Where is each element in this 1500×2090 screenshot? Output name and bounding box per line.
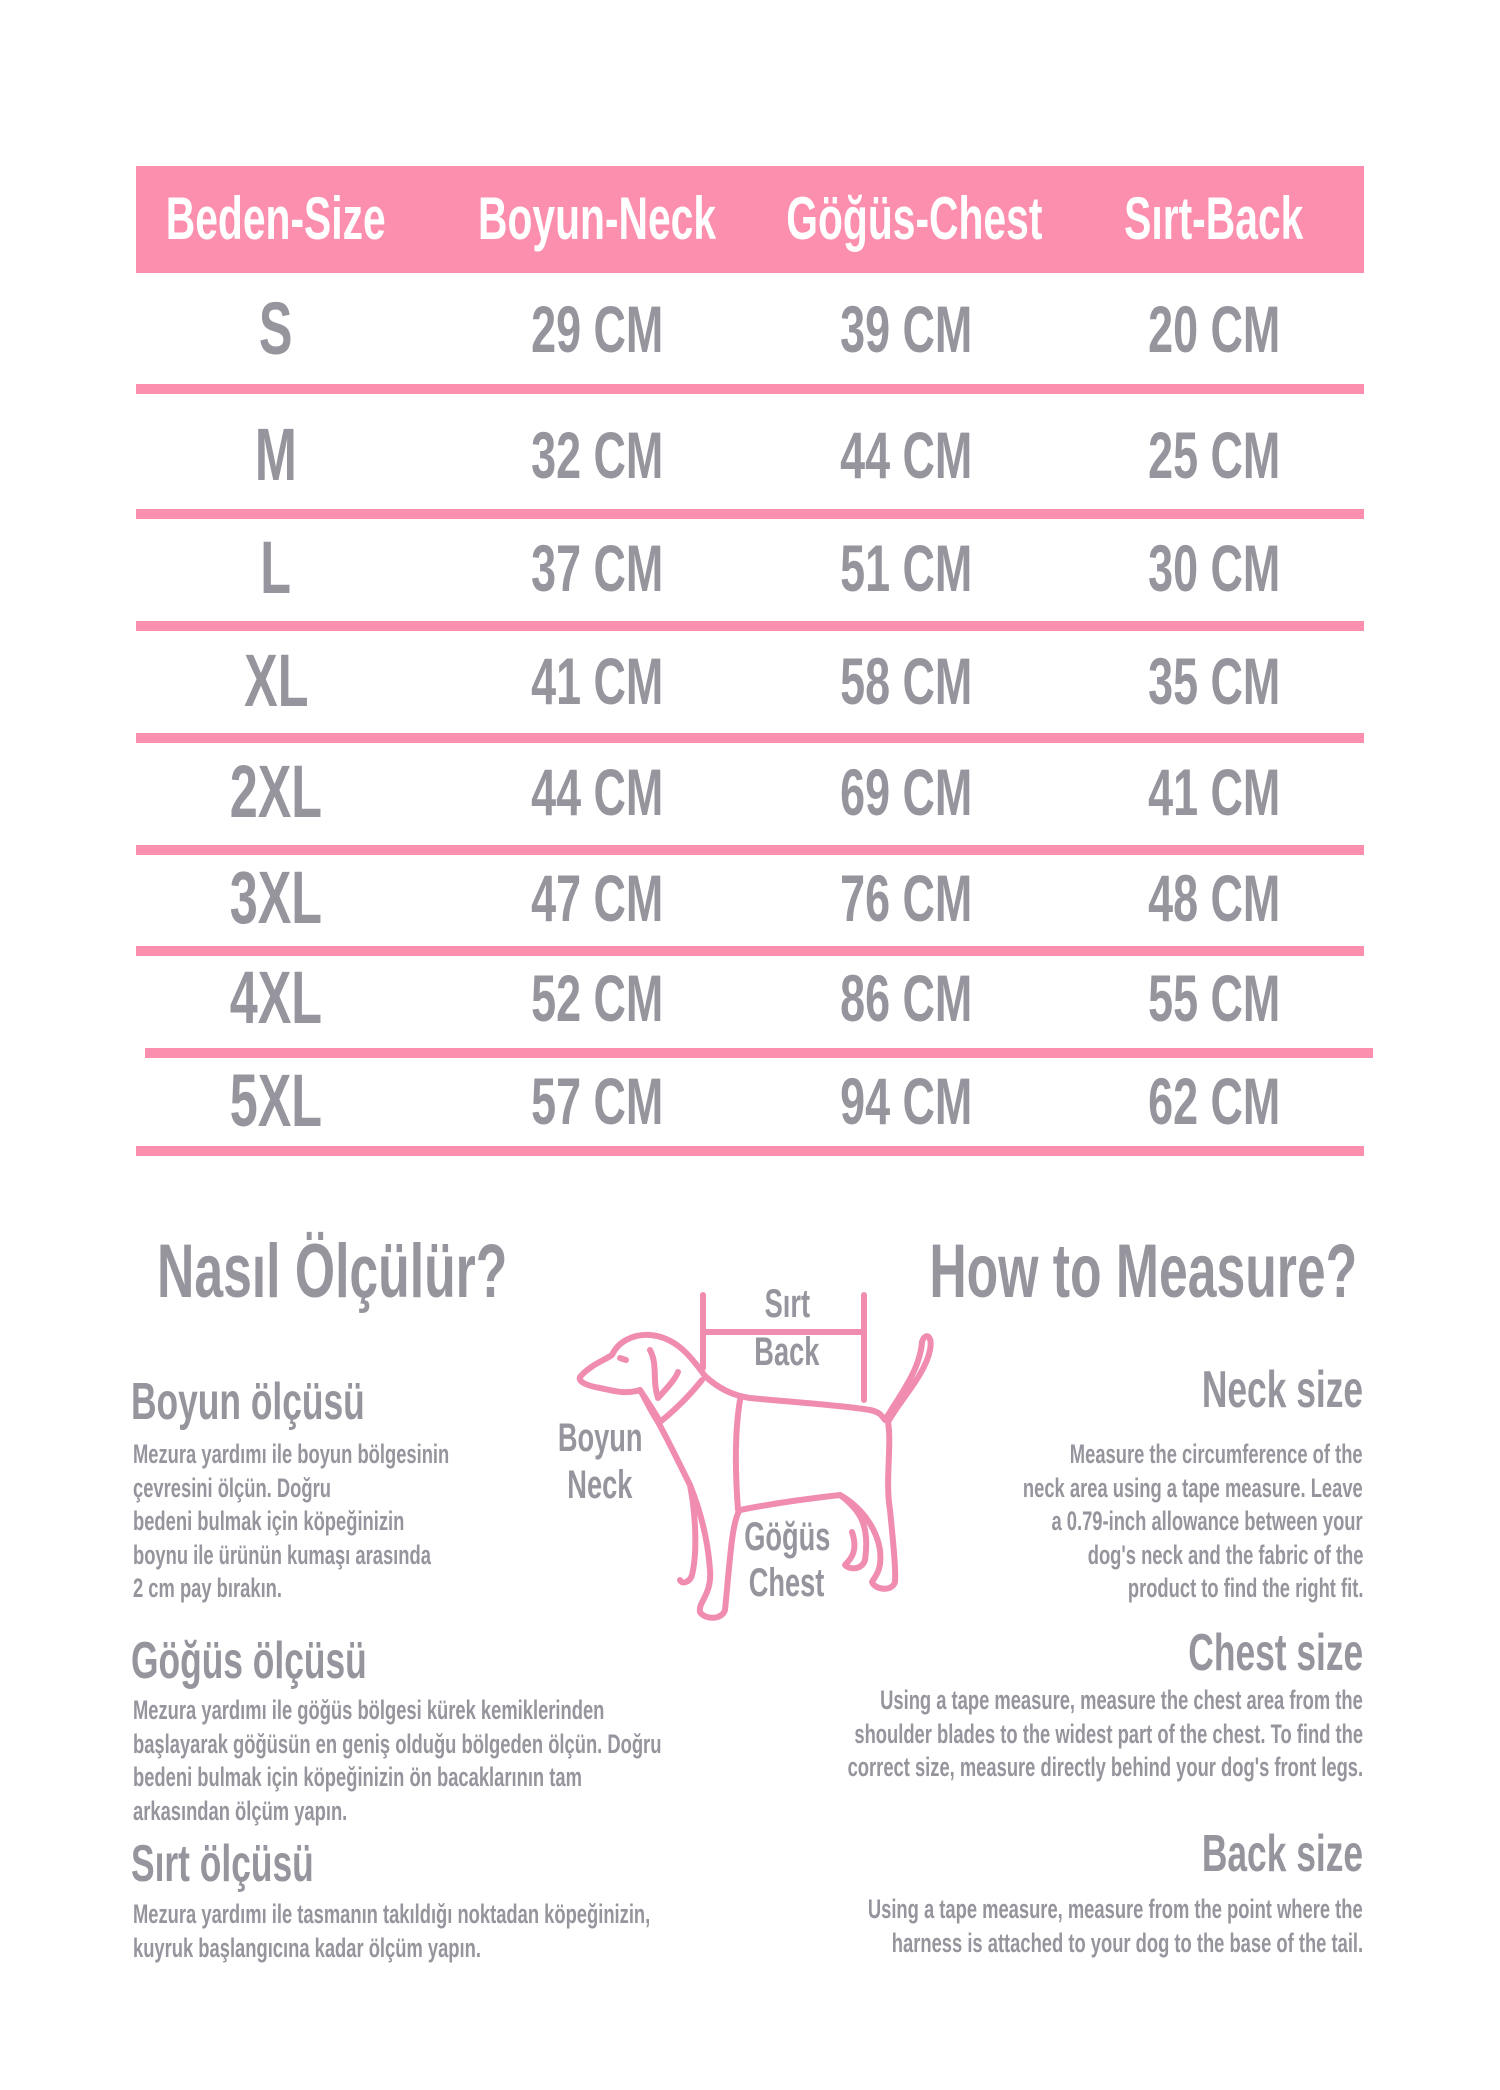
turkish-section-heading: Sırt ölçüsü: [131, 1835, 314, 1893]
cell-chest: 86 CM: [839, 961, 973, 1035]
cell-neck: 52 CM: [530, 961, 664, 1035]
dog-harness-strap: [732, 1397, 743, 1513]
row-divider: [145, 1048, 1373, 1058]
header-neck: Boyun-Neck: [477, 185, 717, 252]
cell-back: 41 CM: [1147, 755, 1281, 829]
diagram-chest-label-tr: Göğüs: [743, 1515, 831, 1559]
row-divider: [136, 621, 1364, 631]
turkish-section-text-line: bedeni bulmak için köpeğinizin: [133, 1506, 405, 1536]
english-section-text-line: harness is attached to your dog to the b…: [891, 1927, 1363, 1958]
cell-neck: 47 CM: [530, 861, 664, 935]
cell-chest: 39 CM: [839, 292, 973, 366]
cell-neck: 32 CM: [530, 418, 664, 492]
cell-back: 25 CM: [1147, 418, 1281, 492]
turkish-section-text-line: arkasından ölçüm yapın.: [133, 1795, 348, 1826]
turkish-section-text-line: başlayarak göğüsün en geniş olduğu bölge…: [133, 1728, 662, 1759]
cell-size: 2XL: [229, 750, 323, 833]
cell-size: S: [259, 287, 293, 370]
turkish-section-text-line: bedeni bulmak için köpeğinizin ön bacakl…: [133, 1762, 582, 1792]
cell-chest: 51 CM: [839, 531, 973, 605]
cell-neck: 41 CM: [530, 644, 664, 718]
cell-neck: 57 CM: [530, 1064, 664, 1138]
row-divider: [136, 733, 1364, 743]
cell-chest: 58 CM: [839, 644, 973, 718]
row-divider: [136, 384, 1364, 394]
english-section-text-line: dog's neck and the fabric of the: [1087, 1539, 1363, 1570]
back-measure-bracket: [700, 1292, 867, 1403]
cell-size: XL: [243, 639, 309, 722]
english-section-text-line: Using a tape measure, measure from the p…: [868, 1894, 1363, 1924]
diagram-neck-label-en: Neck: [567, 1463, 633, 1507]
english-section-text-line: Measure the circumference of the: [1070, 1439, 1363, 1469]
turkish-section-text-line: Mezura yardımı ile göğüs bölgesi kürek k…: [133, 1695, 605, 1725]
dog-front-leg: [677, 1482, 699, 1586]
cell-neck: 44 CM: [530, 755, 664, 829]
dog-eye: [617, 1355, 629, 1363]
diagram-back-label-tr: Sırt: [764, 1282, 810, 1326]
turkish-section-heading: Boyun ölçüsü: [131, 1373, 365, 1431]
turkish-section-text-line: kuyruk başlangıcına kadar ölçüm yapın.: [133, 1932, 481, 1963]
dog-collar: [637, 1377, 705, 1425]
cell-size: 5XL: [229, 1059, 323, 1142]
row-divider: [136, 845, 1364, 855]
cell-back: 35 CM: [1147, 644, 1281, 718]
row-divider: [136, 509, 1364, 519]
turkish-section-text-line: 2 cm pay bırakın.: [133, 1573, 282, 1603]
english-section-heading: Back size: [1201, 1825, 1363, 1883]
header-size: Beden-Size: [166, 185, 386, 252]
dog-ear: [647, 1347, 681, 1401]
cell-back: 55 CM: [1147, 961, 1281, 1035]
cell-neck: 37 CM: [530, 531, 664, 605]
cell-back: 62 CM: [1147, 1064, 1281, 1138]
diagram-chest-label-en: Chest: [749, 1561, 825, 1605]
turkish-section-heading: Göğüs ölçüsü: [131, 1632, 367, 1690]
cell-chest: 94 CM: [839, 1064, 973, 1138]
diagram-neck-label-tr: Boyun: [557, 1416, 643, 1460]
english-section-text-line: product to find the right fit.: [1127, 1573, 1363, 1603]
cell-back: 20 CM: [1147, 292, 1281, 366]
turkish-section-text-line: Mezura yardımı ile tasmanın takıldığı no…: [133, 1899, 651, 1929]
dog-measurement-diagram: [576, 1292, 934, 1621]
table-header-band: [136, 166, 1364, 273]
english-section-text-line: Using a tape measure, measure the chest …: [880, 1685, 1363, 1715]
diagram-back-label-en: Back: [754, 1330, 820, 1374]
cell-chest: 69 CM: [839, 755, 973, 829]
english-section-heading: Chest size: [1188, 1624, 1363, 1682]
cell-back: 30 CM: [1147, 531, 1281, 605]
cell-chest: 76 CM: [839, 861, 973, 935]
cell-size: M: [255, 413, 297, 496]
english-section-text-line: neck area using a tape measure. Leave: [1023, 1472, 1363, 1503]
dog-rear-leg: [837, 1492, 870, 1572]
header-back: Sırt-Back: [1124, 185, 1304, 252]
row-divider: [136, 1146, 1364, 1156]
turkish-section-text-line: çevresini ölçün. Doğru: [133, 1472, 331, 1503]
cell-size: 4XL: [229, 956, 323, 1039]
cell-back: 48 CM: [1147, 861, 1281, 935]
english-section-text-line: a 0.79-inch allowance between your: [1051, 1506, 1363, 1536]
row-divider: [136, 946, 1364, 956]
english-section-text-line: correct size, measure directly behind yo…: [847, 1752, 1363, 1782]
cell-chest: 44 CM: [839, 418, 973, 492]
english-title: How to Measure?: [929, 1229, 1358, 1314]
turkish-section-text-line: boynu ile ürünün kumaşı arasında: [133, 1539, 431, 1570]
english-section-text-line: shoulder blades to the widest part of th…: [854, 1718, 1363, 1749]
cell-neck: 29 CM: [530, 292, 664, 366]
header-chest: Göğüs-Chest: [786, 185, 1043, 252]
cell-size: 3XL: [229, 856, 323, 939]
cell-size: L: [260, 526, 292, 609]
turkish-title: Nasıl Ölçülür?: [157, 1229, 508, 1314]
english-section-heading: Neck size: [1201, 1361, 1363, 1419]
turkish-section-text-line: Mezura yardımı ile boyun bölgesinin: [133, 1439, 450, 1469]
